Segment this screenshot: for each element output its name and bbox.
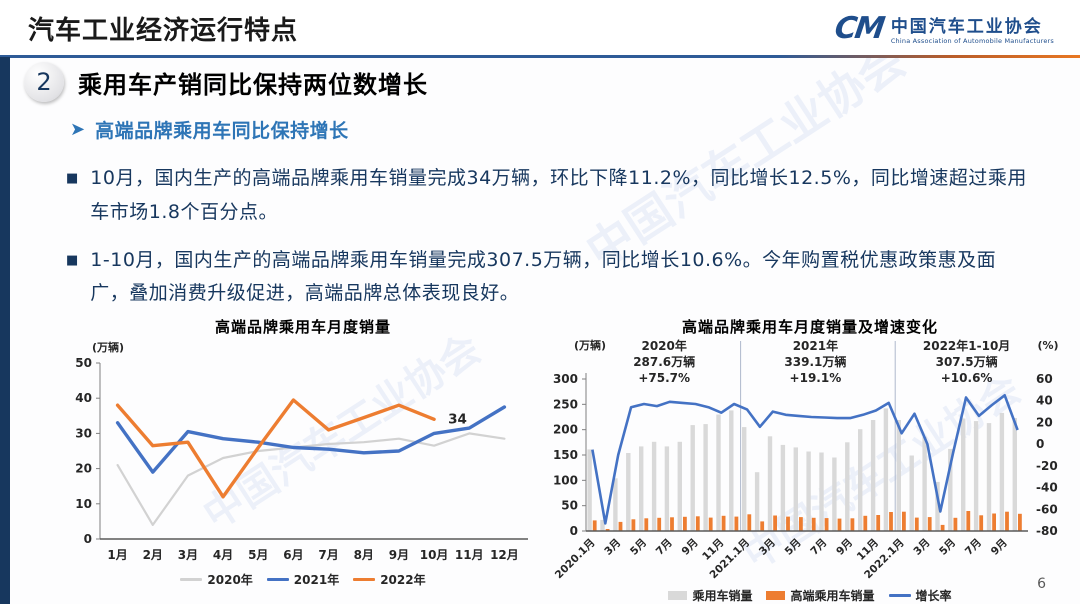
caam-logo-cn: 中国汽车工业协会 [890, 17, 1043, 37]
svg-text:9月: 9月 [834, 537, 855, 558]
square-bullet-icon: ■ [66, 252, 79, 268]
list-item: ■ 1-10月，国内生产的高端品牌乘用车销量完成307.5万辆，同比增长10.6… [66, 244, 1034, 312]
svg-text:7月: 7月 [654, 537, 675, 558]
legend-label: 乘用车销量 [692, 589, 753, 603]
svg-text:20: 20 [75, 462, 92, 476]
combo-chart-plot: (万辆) (%) 0 50 100 150 200 250 300 -80 -60 -40 -20 0 20… [540, 337, 1080, 593]
svg-text:7月: 7月 [808, 537, 829, 558]
header-divider [0, 55, 1080, 58]
svg-text:9月: 9月 [989, 537, 1010, 558]
svg-text:60: 60 [1036, 372, 1053, 386]
chart-legend: 2020年 2021年 2022年 [58, 571, 548, 588]
svg-text:8月: 8月 [354, 548, 374, 562]
svg-text:40: 40 [75, 391, 92, 405]
legend-item: 2021年 [266, 571, 340, 588]
bullet-text: 1-10月，国内生产的高端品牌乘用车销量完成307.5万辆，同比增长10.6%。… [90, 248, 997, 305]
svg-text:50: 50 [75, 356, 92, 370]
svg-text:1月: 1月 [107, 548, 127, 562]
svg-text:40: 40 [1036, 394, 1053, 408]
legend-item: 2022年 [353, 571, 426, 588]
svg-text:(%): (%) [1037, 339, 1058, 352]
svg-text:4月: 4月 [213, 548, 233, 562]
svg-text:9月: 9月 [680, 537, 701, 558]
svg-text:2月: 2月 [143, 548, 163, 562]
svg-text:11月: 11月 [455, 548, 484, 562]
svg-text:250: 250 [553, 397, 578, 411]
svg-text:200: 200 [553, 423, 578, 437]
legend-label: 增长率 [915, 589, 952, 603]
legend-swatch-premium [766, 591, 786, 600]
arrow-bullet-icon: ➤ [70, 119, 86, 140]
svg-text:5月: 5月 [937, 537, 958, 558]
page-number: 6 [1037, 576, 1046, 592]
caam-logo-en: China Association of Automobile Manufact… [890, 37, 1054, 45]
svg-text:34: 34 [448, 411, 467, 427]
bullet-text: 10月，国内生产的高端品牌乘用车销量完成34万辆，环比下降11.2%，同比增长1… [90, 167, 1027, 223]
charts-row: 高端品牌乘用车月度销量 (万辆) 0 10 20 30 40 50 1月 2月 3月 4月 5月 6月 7… [10, 316, 1080, 603]
legend-label: 2020年 [207, 573, 253, 587]
section-heading: 乘用车产销同比保持两位数增长 [78, 70, 428, 99]
left-accent-bar [0, 57, 10, 604]
legend-swatch-growth [888, 594, 911, 597]
legend-swatch-2020 [180, 578, 203, 581]
svg-text:50: 50 [561, 499, 578, 513]
legend-label: 2021年 [293, 573, 340, 587]
legend-item: 2020年 [180, 571, 253, 588]
svg-text:-60: -60 [1036, 502, 1058, 516]
svg-text:3月: 3月 [178, 548, 198, 562]
chart-title: 高端品牌乘用车月度销量及增速变化 [681, 318, 938, 336]
legend-swatch-2022 [353, 578, 376, 581]
svg-text:3月: 3月 [757, 537, 778, 558]
section-subheading: 高端品牌乘用车同比保持增长 [95, 120, 349, 142]
svg-text:0: 0 [570, 524, 578, 538]
svg-text:10: 10 [75, 497, 92, 511]
svg-text:-40: -40 [1036, 481, 1058, 495]
svg-text:2020.1月: 2020.1月 [553, 537, 598, 582]
svg-text:10月: 10月 [420, 548, 449, 562]
legend-item: 高端乘用车销量 [766, 587, 875, 604]
svg-text:7月: 7月 [318, 548, 338, 562]
svg-text:5月: 5月 [628, 537, 649, 558]
svg-text:9月: 9月 [389, 548, 409, 562]
section-heading-row: 2 乘用车产销同比保持两位数增长 [24, 62, 428, 102]
svg-text:5月: 5月 [248, 548, 268, 562]
svg-text:(万辆): (万辆) [574, 338, 606, 352]
page-title: 汽车工业经济运行特点 [28, 16, 299, 46]
svg-text:3月: 3月 [602, 537, 623, 558]
svg-text:7月: 7月 [963, 537, 984, 558]
svg-text:300: 300 [553, 372, 578, 386]
svg-text:5月: 5月 [783, 537, 804, 558]
svg-text:0: 0 [84, 532, 92, 546]
svg-text:-20: -20 [1036, 459, 1058, 473]
svg-text:20: 20 [1036, 415, 1053, 429]
section-number-badge: 2 [24, 62, 64, 102]
svg-text:12月: 12月 [490, 548, 519, 562]
svg-text:150: 150 [553, 448, 578, 462]
legend-label: 高端乘用车销量 [790, 589, 875, 603]
line-chart-plot: (万辆) 0 10 20 30 40 50 1月 2月 3月 4月 5月 6月 7月 8月 9月 10月 11月 1… [58, 337, 548, 577]
svg-text:(万辆): (万辆) [92, 340, 124, 354]
sales-and-growth-combo-chart: 高端品牌乘用车月度销量及增速变化 2020年 287.6万辆 +75.7% 2021… [540, 316, 1080, 603]
chart-title: 高端品牌乘用车月度销量 [214, 318, 391, 336]
caam-logo: CM 中国汽车工业协会 China Association of Automob… [832, 11, 1070, 46]
svg-text:3月: 3月 [911, 537, 932, 558]
svg-text:30: 30 [75, 426, 92, 440]
section-subheading-row: ➤ 高端品牌乘用车同比保持增长 [70, 116, 349, 143]
square-bullet-icon: ■ [66, 171, 79, 186]
legend-swatch-passenger [668, 591, 688, 600]
slide-header: 汽车工业经济运行特点 CM 中国汽车工业协会 China Association… [0, 0, 1080, 57]
bullet-list: ■ 10月，国内生产的高端品牌乘用车销量完成34万辆，环比下降11.2%，同比增… [66, 162, 1034, 325]
list-item: ■ 10月，国内生产的高端品牌乘用车销量完成34万辆，环比下降11.2%，同比增… [66, 162, 1034, 230]
chart-legend: 乘用车销量 高端乘用车销量 增长率 [540, 587, 1080, 604]
legend-item: 增长率 [888, 587, 952, 604]
caam-logo-mark-icon: CM [832, 11, 886, 46]
svg-text:6月: 6月 [283, 548, 303, 562]
legend-item: 乘用车销量 [668, 587, 752, 604]
svg-text:-80: -80 [1036, 524, 1058, 538]
svg-text:0: 0 [1036, 437, 1044, 451]
legend-swatch-2021 [266, 578, 289, 581]
monthly-sales-line-chart: 高端品牌乘用车月度销量 (万辆) 0 10 20 30 40 50 1月 2月 3月 4月 5月 6月 7… [58, 316, 548, 596]
legend-label: 2022年 [380, 573, 426, 587]
svg-text:100: 100 [553, 473, 578, 487]
